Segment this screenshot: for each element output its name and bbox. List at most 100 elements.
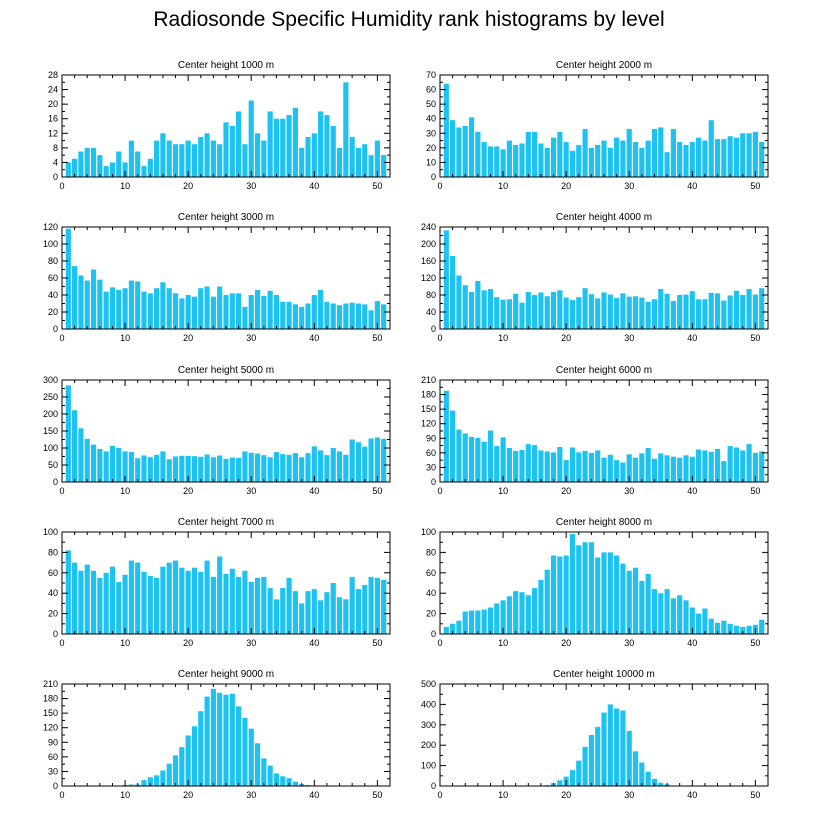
histogram-panel-2: Center height 2000 m 0 10 20 30 40 50 0 10 20 30 40…	[426, 60, 769, 191]
bar	[330, 303, 336, 329]
y-tick-label: 150	[43, 426, 58, 436]
bar	[242, 570, 248, 634]
bar	[683, 455, 689, 482]
y-tick-label: 0	[431, 172, 436, 182]
bar	[141, 571, 147, 634]
bar	[607, 552, 613, 634]
bar	[103, 291, 109, 329]
y-tick-label: 400	[421, 699, 436, 709]
bar	[450, 623, 456, 634]
bar	[311, 589, 317, 634]
x-tick-label: 50	[750, 486, 760, 496]
bar	[727, 295, 733, 329]
bar	[500, 149, 506, 177]
bar	[305, 453, 311, 482]
bar	[588, 452, 594, 482]
x-tick-label: 40	[687, 181, 697, 191]
bar	[166, 763, 172, 786]
bar	[462, 285, 468, 329]
bar	[109, 566, 116, 634]
x-tick-label: 50	[372, 333, 382, 343]
bar	[696, 613, 702, 634]
bar	[248, 581, 254, 634]
bar	[614, 708, 620, 786]
bar	[343, 82, 349, 177]
bar	[626, 128, 632, 177]
bar	[500, 437, 506, 482]
bar	[595, 144, 601, 177]
bar	[462, 126, 468, 177]
bar	[154, 775, 160, 786]
bar	[217, 144, 223, 177]
bar	[78, 151, 84, 177]
bar	[286, 454, 292, 482]
bar	[733, 447, 740, 482]
y-tick-label: 28	[48, 70, 58, 80]
bar	[714, 448, 721, 482]
bar	[236, 293, 242, 329]
panel-title: Center height 10000 m	[553, 669, 655, 680]
bar	[147, 293, 153, 329]
bar	[286, 577, 292, 634]
y-tick-label: 24	[48, 85, 58, 95]
bar	[292, 453, 298, 482]
bar	[292, 591, 298, 634]
bar	[103, 166, 109, 177]
bar	[620, 462, 626, 482]
bar	[506, 596, 512, 634]
bar	[349, 439, 355, 482]
bar	[261, 576, 267, 634]
bar	[677, 457, 683, 482]
bar	[595, 450, 601, 482]
bar	[305, 303, 311, 329]
bar	[160, 566, 166, 634]
bar	[714, 139, 721, 177]
panel-title: Center height 2000 m	[556, 60, 652, 71]
bar	[557, 290, 563, 329]
bar	[154, 454, 160, 482]
bar	[563, 142, 569, 177]
y-tick-label: 0	[53, 324, 58, 334]
bar	[185, 140, 191, 177]
bar	[689, 456, 695, 482]
bar	[362, 304, 368, 329]
bar	[689, 291, 695, 329]
bar	[311, 295, 317, 329]
bar	[639, 147, 645, 177]
y-tick-label: 20	[48, 99, 58, 109]
y-tick-label: 80	[426, 547, 436, 557]
bar	[318, 289, 324, 329]
histogram-panel-4: Center height 4000 m 0 10 20 30 40 50 0 40 80 120 1…	[421, 212, 769, 343]
bar	[708, 451, 714, 482]
bar	[456, 429, 462, 482]
bar	[135, 151, 141, 177]
bar	[217, 556, 223, 634]
x-tick-label: 50	[750, 333, 760, 343]
bar	[254, 743, 261, 786]
y-tick-label: 60	[426, 448, 436, 458]
y-tick-label: 120	[421, 419, 436, 429]
histogram-panel-8: Center height 8000 m 0 10 20 30 40 50 0 20 40 60 80…	[421, 517, 769, 648]
x-tick-label: 20	[183, 790, 193, 800]
bar	[217, 455, 223, 482]
panel-title: Center height 3000 m	[178, 212, 274, 223]
bar	[336, 305, 343, 329]
bar	[532, 295, 538, 329]
bar	[733, 137, 740, 177]
bar	[336, 147, 343, 177]
bar	[72, 562, 78, 634]
bar	[576, 297, 582, 329]
bar	[90, 444, 97, 482]
x-tick-label: 0	[437, 638, 442, 648]
bar	[261, 140, 267, 177]
bar	[456, 620, 462, 634]
histogram-panel-10: Center height 10000 m0 10 20 30 40 5001002003…	[421, 669, 769, 800]
bar	[632, 142, 639, 177]
bar	[494, 446, 500, 482]
bar	[538, 143, 544, 177]
bar	[740, 626, 746, 634]
bar	[122, 451, 128, 482]
bar	[513, 450, 519, 482]
x-tick-label: 40	[687, 486, 697, 496]
x-tick-label: 50	[372, 638, 382, 648]
